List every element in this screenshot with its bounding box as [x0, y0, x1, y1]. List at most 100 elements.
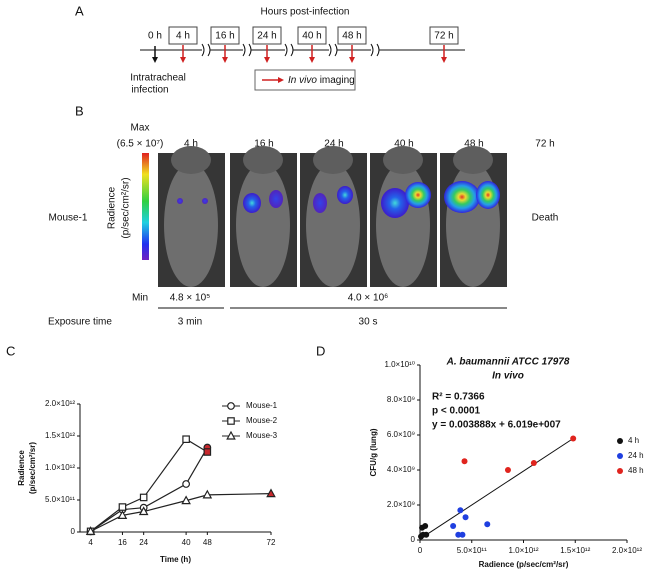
time-arrow-head: [441, 57, 447, 63]
time-arrow-head: [222, 57, 228, 63]
point: [457, 507, 464, 514]
y-tick-label: 5.0×10¹¹: [45, 495, 75, 504]
mouse-body: [164, 163, 218, 287]
time-header: 24 h: [324, 139, 343, 150]
marker: [181, 495, 191, 505]
colorbar-label: (p/sec/cm²/sr): [121, 177, 132, 238]
x-tick-label: 5.0×10¹¹: [457, 546, 487, 555]
time-box: [210, 26, 240, 45]
legend-label: Mouse-2: [246, 416, 278, 425]
time-header: 16 h: [254, 139, 273, 150]
time-arrow-head: [349, 57, 355, 63]
time-box: [429, 26, 459, 45]
panel-label: C: [6, 343, 15, 358]
point: [422, 523, 429, 529]
x-tick-label: 48: [203, 538, 212, 547]
x-tick-label: 0: [418, 546, 423, 555]
y-tick-label: 6.0×10⁹: [387, 430, 415, 439]
legend-marker: [227, 402, 235, 410]
axis-break: [284, 43, 294, 57]
signal: [313, 193, 327, 213]
panel-label: D: [316, 343, 325, 358]
y-tick-label: 8.0×10⁹: [387, 395, 415, 404]
signal: [381, 188, 409, 218]
marker: [182, 435, 190, 444]
legend-label: 48 h: [628, 466, 644, 475]
point: [484, 521, 491, 528]
legend-box: [254, 69, 356, 91]
row-label: Mouse-1: [49, 213, 88, 224]
x-tick-label: 40: [182, 538, 191, 547]
signal: [476, 181, 500, 209]
y-tick-label: 1.0×10¹²: [45, 463, 75, 472]
annotation: R² = 0.7366: [432, 392, 485, 403]
y-axis-label: CFU/g (lung): [369, 428, 378, 476]
y-tick-label: 4.0×10⁹: [387, 465, 415, 474]
chart-title: In vivo: [492, 371, 524, 382]
time-arrow-head: [152, 57, 158, 63]
legend-label: Mouse-3: [246, 431, 278, 440]
series-line: [90, 438, 208, 532]
point: [462, 514, 469, 521]
signal: [202, 198, 208, 204]
x-tick-label: 4: [88, 538, 93, 547]
timeline-title: Hours post-infection: [261, 7, 350, 18]
axis-break: [328, 43, 338, 57]
point: [461, 458, 468, 465]
time-arrow-head: [180, 57, 186, 63]
time-box: [297, 26, 327, 45]
max-label: Max: [131, 123, 150, 134]
start-label: Intratracheal: [130, 73, 186, 84]
legend-marker: [226, 430, 236, 440]
colorbar: [142, 153, 149, 260]
mouse-head: [243, 146, 283, 174]
mouse-body: [306, 163, 360, 287]
x-tick-label: 16: [118, 538, 127, 547]
signal: [405, 182, 431, 208]
point: [459, 531, 466, 538]
time-box: [337, 26, 367, 45]
signal: [337, 186, 353, 204]
axis-break-gap: [329, 44, 337, 56]
start-label: infection: [131, 85, 168, 96]
y-axis-label: (p/sec/cm²/sr): [28, 442, 37, 494]
legend-label: 4 h: [628, 436, 639, 445]
legend-arrow-head: [278, 77, 284, 83]
legend-italic: In vivo: [288, 75, 317, 86]
min-value: 4.8 × 10⁵: [170, 293, 211, 304]
marker: [202, 489, 213, 499]
y-tick-label: 2.0×10¹²: [45, 399, 75, 408]
time-header: 48 h: [464, 139, 483, 150]
legend-marker: [617, 468, 623, 474]
death-label: Death: [532, 213, 559, 224]
point: [570, 435, 577, 442]
x-axis-label: Radience (p/sec/cm²/sr): [479, 560, 569, 569]
colorbar-label: Radience: [107, 186, 118, 229]
x-tick-label: 24: [139, 538, 148, 547]
mouse-head: [453, 146, 493, 174]
point: [450, 523, 457, 529]
panel-label: A: [75, 3, 84, 18]
marker: [85, 526, 96, 535]
time-label: 48 h: [342, 31, 361, 42]
y-tick-label: 0: [411, 535, 416, 544]
x-tick-label: 1.5×10¹²: [560, 546, 590, 555]
series-line: [90, 493, 272, 532]
y-tick-label: 0: [71, 527, 76, 536]
chart-title: A. baumannii ATCC 17978: [446, 357, 570, 368]
marker: [138, 506, 149, 516]
time-label: 40 h: [302, 31, 321, 42]
annotation: p < 0.0001: [432, 406, 481, 417]
time-label: 0 h: [148, 31, 162, 42]
marker: [182, 480, 191, 488]
point: [423, 531, 430, 538]
marker: [266, 488, 276, 498]
legend-label: Mouse-1: [246, 401, 278, 410]
x-tick-label: 72: [267, 538, 276, 547]
min-value: 4.0 × 10⁶: [348, 293, 389, 304]
point: [504, 467, 511, 473]
y-tick-label: 1.5×10¹²: [45, 431, 75, 440]
axis-break: [242, 43, 252, 57]
axis-break-gap: [243, 44, 251, 56]
mouse-body: [376, 163, 430, 287]
